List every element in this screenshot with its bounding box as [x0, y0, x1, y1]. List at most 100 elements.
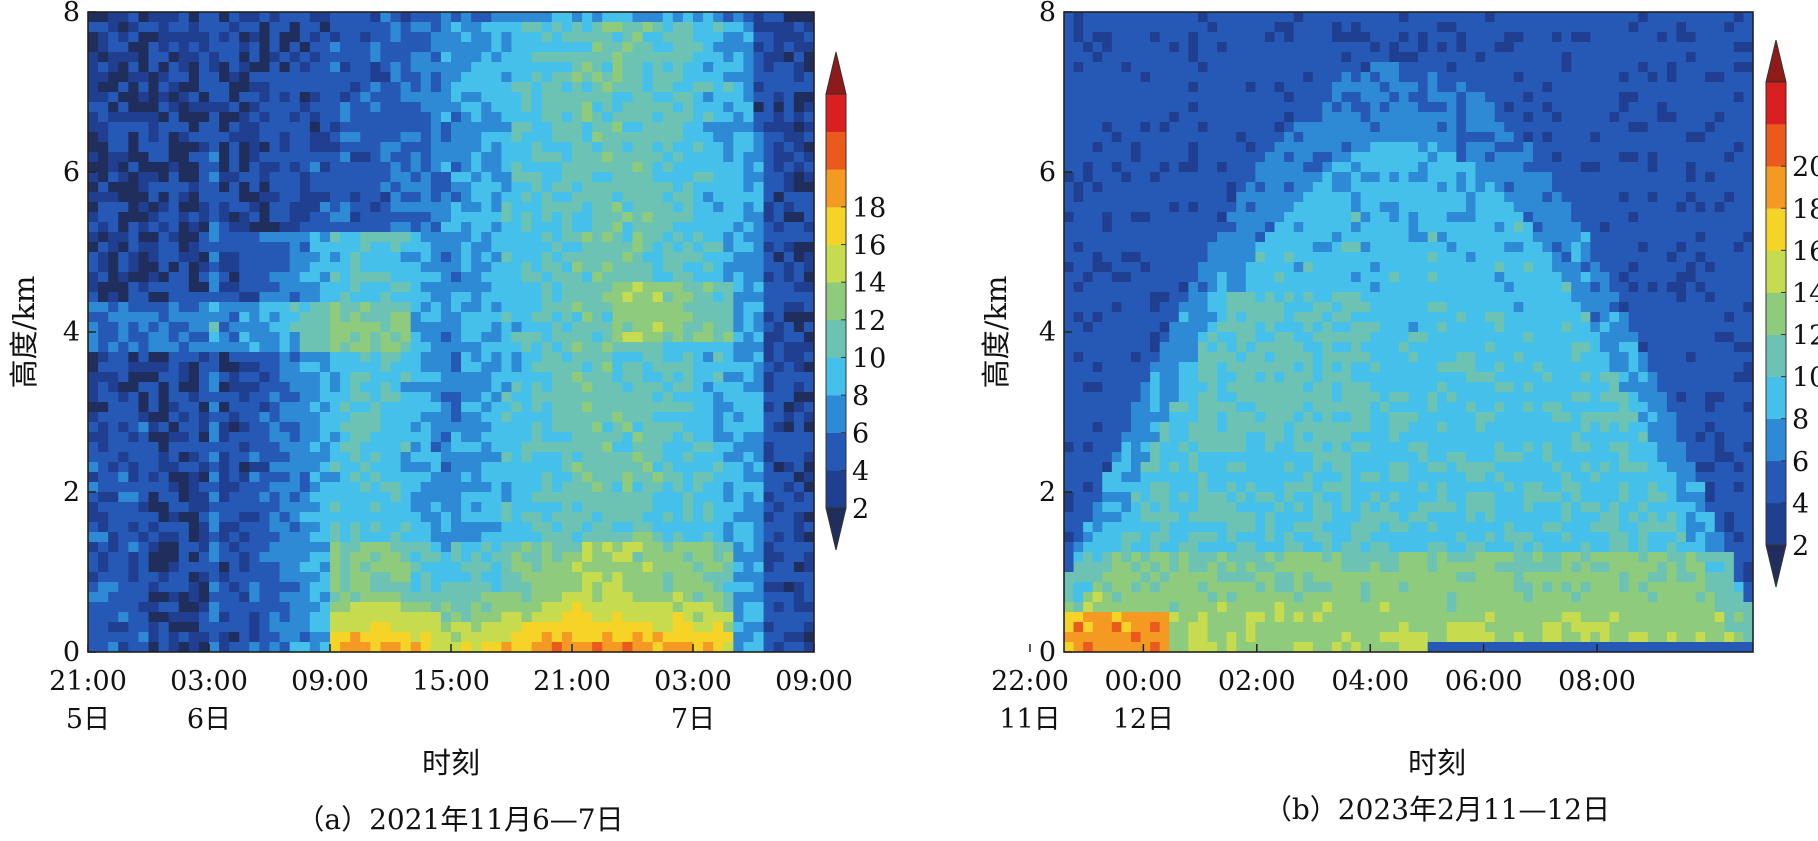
heat-cell	[178, 402, 190, 413]
heat-cell	[88, 452, 99, 463]
heat-cell	[108, 292, 119, 303]
heat-cell	[773, 482, 785, 493]
heat-cell	[1666, 12, 1678, 23]
heat-cell	[188, 402, 200, 413]
heat-cell	[592, 632, 603, 643]
heat-cell	[763, 482, 775, 493]
heat-cell	[1408, 32, 1419, 43]
heat-cell	[501, 522, 513, 533]
heat-cell	[390, 402, 402, 413]
heat-cell	[158, 152, 170, 163]
heat-cell	[723, 122, 734, 133]
heat-cell	[229, 262, 240, 273]
heat-cell	[309, 242, 321, 253]
heat-cell	[642, 312, 654, 323]
panel-a-ylabel: 高度/km	[7, 276, 41, 389]
heat-cell	[420, 632, 432, 643]
heat-cell	[521, 192, 533, 203]
heat-cell	[168, 282, 180, 293]
heat-cell	[551, 532, 563, 543]
heat-cell	[168, 312, 180, 323]
colorbar-label: 10	[852, 343, 886, 374]
heat-cell	[481, 602, 492, 613]
heat-cell	[350, 262, 361, 273]
heat-cell	[642, 422, 654, 433]
heat-cell	[430, 132, 442, 143]
heat-cell	[219, 432, 230, 443]
heat-cell	[1456, 32, 1467, 43]
heat-cell	[662, 362, 674, 373]
heat-cell	[682, 532, 694, 543]
heat-cell	[572, 492, 583, 503]
heat-cell	[148, 212, 160, 223]
heat-cell	[360, 462, 371, 473]
heat-cell	[98, 52, 109, 63]
heat-cell	[148, 232, 160, 243]
heat-cell	[531, 562, 543, 573]
heat-cell	[551, 292, 563, 303]
heat-cell	[693, 112, 704, 123]
heat-cell	[209, 182, 220, 193]
heat-cell	[299, 372, 311, 383]
heat-cell	[299, 82, 311, 93]
heat-cell	[753, 462, 765, 473]
heat-cell	[400, 212, 412, 223]
heat-cell	[309, 322, 321, 333]
heat-cell	[400, 242, 412, 253]
heat-cell	[1064, 42, 1075, 53]
heat-cell	[148, 532, 160, 543]
heat-cell	[551, 282, 563, 293]
heat-cell	[98, 182, 109, 193]
heat-cell	[541, 292, 553, 303]
heat-cell	[440, 262, 452, 273]
heat-cell	[1379, 52, 1390, 63]
heat-cell	[279, 272, 291, 283]
heat-cell	[541, 252, 553, 263]
heat-cell	[88, 182, 99, 193]
heat-cell	[1073, 32, 1084, 43]
heat-cell	[430, 172, 442, 183]
heat-cell	[541, 612, 553, 623]
heat-cell	[602, 592, 613, 603]
heat-cell	[753, 52, 765, 63]
heat-cell	[622, 562, 634, 573]
heat-cell	[763, 392, 775, 403]
heat-cell	[158, 432, 170, 443]
heat-cell	[773, 92, 785, 103]
heat-cell	[1504, 32, 1515, 43]
heat-cell	[652, 462, 664, 473]
heat-cell	[471, 302, 482, 313]
heat-cell	[360, 282, 371, 293]
heat-cell	[793, 112, 805, 123]
heat-cell	[148, 642, 160, 652]
heat-cell	[390, 442, 402, 453]
heat-cell	[491, 42, 503, 53]
heat-cell	[703, 442, 714, 453]
heat-cell	[531, 272, 543, 283]
heat-cell	[572, 472, 583, 483]
heat-cell	[773, 152, 785, 163]
heat-cell	[420, 142, 432, 153]
heat-cell	[703, 592, 714, 603]
heat-cell	[239, 452, 250, 463]
heat-cell	[350, 412, 361, 423]
heat-cell	[98, 192, 109, 203]
heat-cell	[551, 22, 563, 33]
heat-cell	[380, 592, 392, 603]
heat-cell	[279, 262, 291, 273]
heat-cell	[299, 342, 311, 353]
heat-cell	[168, 522, 180, 533]
heat-cell	[410, 492, 422, 503]
heat-cell	[118, 632, 129, 643]
heat-cell	[1073, 12, 1084, 23]
heat-cell	[430, 462, 442, 473]
heat-cell	[622, 462, 634, 473]
heat-cell	[541, 552, 553, 563]
heat-cell	[108, 442, 119, 453]
heat-cell	[108, 262, 119, 273]
heat-cell	[289, 182, 301, 193]
heat-cell	[793, 632, 805, 643]
heat-cell	[259, 442, 271, 453]
heat-cell	[249, 562, 261, 573]
heat-cell	[672, 392, 684, 403]
